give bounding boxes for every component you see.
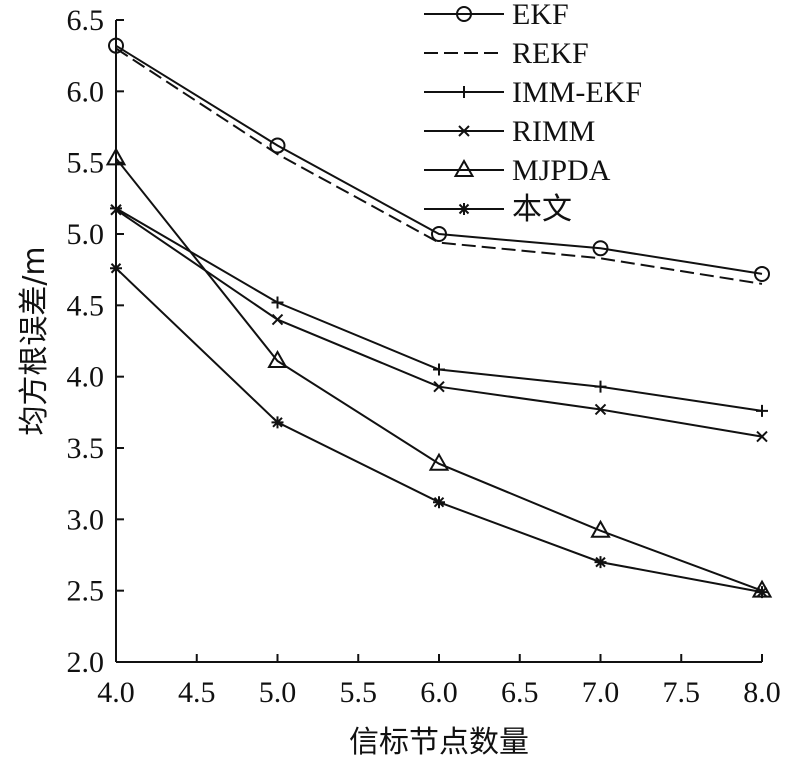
marker-plus [110, 202, 122, 215]
marker-triangle [428, 452, 450, 471]
marker-triangle [105, 147, 127, 166]
series-layer [105, 37, 773, 599]
legend-label: REKF [512, 37, 589, 70]
legend-item: MJPDA [424, 154, 611, 187]
x-ticks: 4.0 4.5 5.0 5.5 6.0 6.5 7.0 7.5 8.0 [97, 654, 781, 709]
y-tick-label: 4.5 [67, 289, 105, 322]
marker-circle [269, 137, 286, 154]
legend-label: RIMM [512, 115, 595, 148]
y-tick-label: 3.5 [67, 432, 105, 465]
series-4 [110, 204, 768, 443]
marker-circle [592, 240, 609, 257]
y-ticks: 2.0 2.5 3.0 3.5 4.0 4.5 5.0 5.5 6.0 6.5 [67, 4, 124, 679]
marker-plus [756, 404, 768, 417]
marker-cross [756, 430, 768, 443]
marker-plus [458, 86, 470, 98]
marker-circle [108, 37, 124, 54]
y-tick-label: 6.5 [67, 4, 105, 37]
marker-plus [433, 363, 445, 376]
x-tick-label: 4.0 [97, 676, 135, 709]
marker-triangle [453, 158, 475, 177]
legend-label: MJPDA [512, 154, 611, 187]
marker-asterisk [271, 416, 284, 429]
x-axis-title: 信标节点数量 [349, 725, 529, 760]
y-tick-label: 6.0 [67, 75, 105, 108]
series-line [115, 207, 763, 412]
y-tick-label: 2.0 [67, 646, 105, 679]
x-tick-label: 5.5 [340, 676, 378, 709]
marker-triangle [590, 519, 611, 538]
legend-label: 本文 [512, 193, 572, 226]
x-tick-label: 4.5 [178, 676, 216, 709]
series-line [115, 47, 763, 285]
y-tick-label: 5.0 [67, 218, 105, 251]
y-tick-label: 5.5 [67, 147, 105, 180]
series-line [115, 157, 763, 592]
marker-asterisk [433, 496, 445, 509]
series-1 [108, 37, 770, 282]
series-line [115, 267, 763, 594]
marker-circle [754, 265, 770, 282]
legend: EKF REKF IMM-EKF RIMM MJPDA 本文 [424, 0, 642, 226]
x-tick-label: 6.5 [501, 676, 539, 709]
legend-label: IMM-EKF [512, 76, 642, 109]
x-tick-label: 5.0 [259, 676, 297, 709]
legend-item: 本文 [424, 193, 572, 226]
series-line [115, 44, 763, 275]
x-tick-label: 6.0 [420, 676, 458, 709]
marker-cross [271, 313, 284, 326]
y-tick-label: 4.0 [67, 361, 105, 394]
marker-cross [433, 380, 445, 393]
marker-asterisk [756, 586, 768, 599]
y-tick-label: 3.0 [67, 503, 105, 536]
legend-item: IMM-EKF [424, 76, 642, 109]
series-line [115, 208, 763, 438]
marker-asterisk [458, 203, 470, 215]
series-3 [110, 202, 768, 417]
marker-circle [456, 6, 472, 22]
marker-triangle [267, 349, 288, 368]
y-axis-title: 均方根误差/m [17, 246, 52, 435]
legend-item: REKF [424, 37, 589, 70]
series-6 [110, 262, 768, 599]
legend-item: EKF [424, 0, 569, 31]
marker-asterisk [110, 262, 122, 275]
marker-circle [431, 226, 447, 242]
legend-label: EKF [512, 0, 569, 31]
marker-plus [271, 296, 284, 309]
x-tick-label: 8.0 [743, 676, 781, 709]
legend-item: RIMM [424, 115, 595, 148]
marker-cross [458, 125, 470, 137]
marker-asterisk [594, 556, 607, 569]
marker-plus [594, 380, 607, 393]
axes [115, 20, 762, 663]
series-2 [115, 47, 763, 285]
marker-cross [594, 403, 607, 416]
x-tick-label: 7.5 [663, 676, 701, 709]
y-tick-label: 2.5 [67, 575, 105, 608]
marker-cross [110, 204, 122, 216]
x-tick-label: 7.0 [582, 676, 620, 709]
